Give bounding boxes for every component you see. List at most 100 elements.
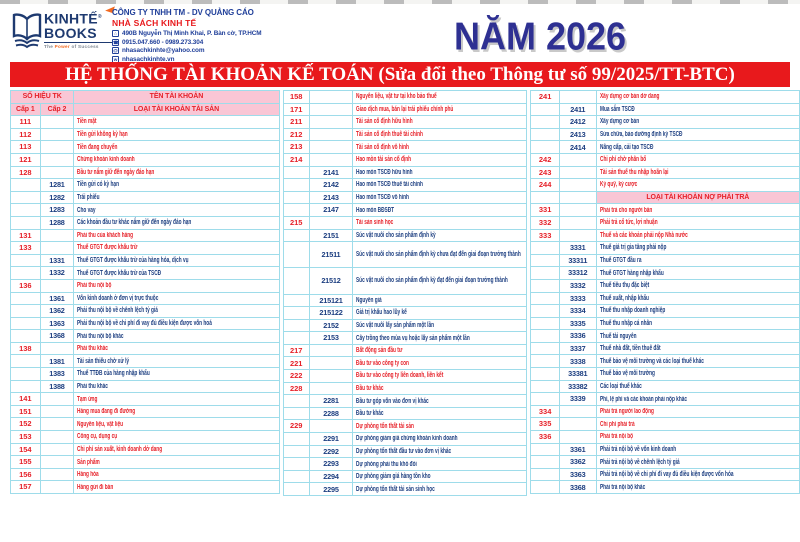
account-name: Phải trả cho người bán [595, 203, 800, 217]
table-header-row: SỐ HIỆU TK TÊN TÀI KHOẢN [9, 90, 280, 104]
account-row: 1332 Thuế GTGT được khấu trừ của TSCĐ [10, 266, 280, 280]
account-name: Phải trả nội bộ về vốn kinh doanh [595, 442, 800, 457]
account-row: 2147 Hao mòn BĐSĐT [282, 203, 528, 217]
cap1-code [282, 318, 310, 333]
account-name: Tiền gửi không kỳ hạn [73, 127, 280, 142]
cap2-code [308, 381, 354, 396]
cap1-code [530, 140, 560, 154]
cap2-code: 3332 [558, 278, 597, 293]
cap1-code [10, 316, 41, 331]
account-name: Thuế GTGT được khấu trừ của hàng hóa, dị… [73, 253, 280, 268]
cap1-code [530, 480, 560, 494]
cap2-code [558, 430, 597, 444]
account-row: 217 Bất động sản đầu tư [282, 343, 528, 358]
cap1-code: 243 [530, 165, 560, 180]
cap2-code: 3335 [558, 316, 597, 331]
account-row: 111 Tiền mặt [10, 115, 280, 129]
account-name: Hao mòn TSCĐ hữu hình [352, 165, 528, 180]
cap2-code [39, 442, 75, 457]
cap2-code: 2143 [308, 190, 354, 205]
cap1-code: 138 [10, 341, 41, 356]
account-row: 1388 Phải thu khác [10, 379, 280, 394]
kinhte-books-logo: KINHTẾ® BOOKS The Power of Success [12, 3, 115, 60]
account-row: 3333 Thuế xuất, nhập khẩu [530, 291, 800, 306]
account-row: 334 Phải trả người lao động [530, 404, 800, 419]
cap1-code [530, 115, 560, 129]
cap1-code [530, 354, 560, 369]
account-name: Tài sản thiếu chờ xử lý [73, 354, 280, 369]
account-name: Thuế thu nhập cá nhân [595, 316, 800, 331]
account-row: 1282 Trái phiếu [10, 190, 280, 205]
account-row: 221 Đầu tư vào công ty con [282, 356, 528, 371]
cap1-code [282, 394, 310, 408]
account-row: 33382 Các loại thuế khác [530, 379, 800, 394]
account-name: Tài sản sinh học [352, 215, 528, 230]
account-row: 2288 Đầu tư khác [282, 406, 528, 421]
account-name: Phí, lệ phí và các khoản phải nộp khác [595, 392, 800, 406]
cap2-code: 3361 [558, 442, 597, 457]
cap2-code [39, 392, 75, 406]
account-row: 214 Hao mòn tài sản cố định [282, 152, 528, 167]
account-name: Nguyên giá [352, 293, 528, 308]
cap1-code [10, 253, 41, 268]
account-row: 156 Hàng hóa [10, 467, 280, 482]
account-name: Đầu tư góp vốn vào đơn vị khác [352, 394, 528, 408]
company-name-line: NHÀ SÁCH KINH TẾ [112, 18, 197, 28]
logo-line-kinhte: KINHTẾ® [44, 3, 115, 26]
cap1-code [282, 241, 310, 269]
cap2-code: 3336 [558, 329, 597, 343]
account-name: Tiền đang chuyển [73, 140, 280, 154]
section-header-tai-san: LOẠI TÀI KHOẢN TÀI SẢN [73, 102, 280, 117]
account-name: Thuế GTGT được khấu trừ [73, 241, 280, 255]
contact-text: 0915.047.660 - 0989.273.304 [122, 38, 204, 46]
cap2-code: 3337 [558, 341, 597, 356]
cap1-code: 242 [530, 152, 560, 167]
cap2-code: 215122 [308, 306, 354, 320]
account-name: Sửa chữa, bảo dưỡng định kỳ TSCĐ [595, 127, 800, 142]
account-row: 1331 Thuế GTGT được khấu trừ của hàng hóa… [10, 253, 280, 268]
account-row: 3361 Phải trả nội bộ về vốn kinh doanh [530, 442, 800, 457]
cap2-code: 1281 [39, 178, 75, 192]
cap2-code: 2413 [558, 127, 597, 142]
account-row: 1281 Tiền gửi có kỳ hạn [10, 178, 280, 192]
account-row: 3368 Phải trả nội bộ khác [530, 480, 800, 494]
account-row: 1362 Phải thu nội bộ về chênh lệch tỷ giá [10, 304, 280, 318]
account-row: 2414 Nâng cấp, cải tạo TSCĐ [530, 140, 800, 154]
cap1-code [282, 444, 310, 459]
cap2-code: 2288 [308, 406, 354, 421]
account-row: 136 Phải thu nội bộ [10, 278, 280, 293]
account-name: Nguyên liệu, vật tư tại kho bảo thuế [352, 90, 528, 104]
cap2-code: 215121 [308, 293, 354, 308]
cap2-code: 3331 [558, 241, 597, 255]
account-name: Phải thu nội bộ khác [73, 329, 280, 343]
cap2-code [558, 90, 597, 104]
account-name: Bất động sản đầu tư [352, 343, 528, 358]
cap2-code [308, 140, 354, 154]
account-row: 128 Đầu tư nắm giữ đến ngày đáo hạn [10, 165, 280, 180]
cap1-code [530, 190, 560, 205]
cap2-code [39, 417, 75, 432]
col-header-so-hieu-tk: SỐ HIỆU TK [9, 90, 75, 104]
account-row: 211 Tài sản cố định hữu hình [282, 115, 528, 129]
location-icon: ⌂ [112, 30, 119, 37]
cap2-code: 2411 [558, 102, 597, 117]
account-name: Sản phẩm [73, 455, 280, 469]
account-name: Súc vật nuôi cho sản phẩm định kỳ đạt đế… [352, 267, 528, 295]
cap1-code: 131 [10, 228, 41, 243]
cap2-code [39, 241, 75, 255]
account-name: Xây dựng cơ bản dở dang [595, 90, 800, 104]
cap2-code: 21512 [308, 267, 354, 295]
account-row: 2294 Dự phòng giảm giá hàng tồn kho [282, 469, 528, 484]
account-row: 215 Tài sản sinh học [282, 215, 528, 230]
account-name: Hao mòn BĐSĐT [352, 203, 528, 217]
account-row: 33312 Thuế GTGT hàng nhập khẩu [530, 266, 800, 280]
account-row: 3338 Thuế bảo vệ môi trường và các loại t… [530, 354, 800, 369]
cap2-code: 2294 [308, 469, 354, 484]
account-name: Phải thu khác [73, 341, 280, 356]
account-name: Phải trả người lao động [595, 404, 800, 419]
account-row: 3363 Phải trả nội bộ về chi phí đi vay đủ… [530, 467, 800, 482]
cap1-code: 212 [282, 127, 310, 142]
account-row: 241 Xây dựng cơ bản dở dang [530, 90, 800, 104]
account-row: 2291 Dự phòng giảm giá chứng khoán kinh d… [282, 432, 528, 446]
cap2-code: 1362 [39, 304, 75, 318]
